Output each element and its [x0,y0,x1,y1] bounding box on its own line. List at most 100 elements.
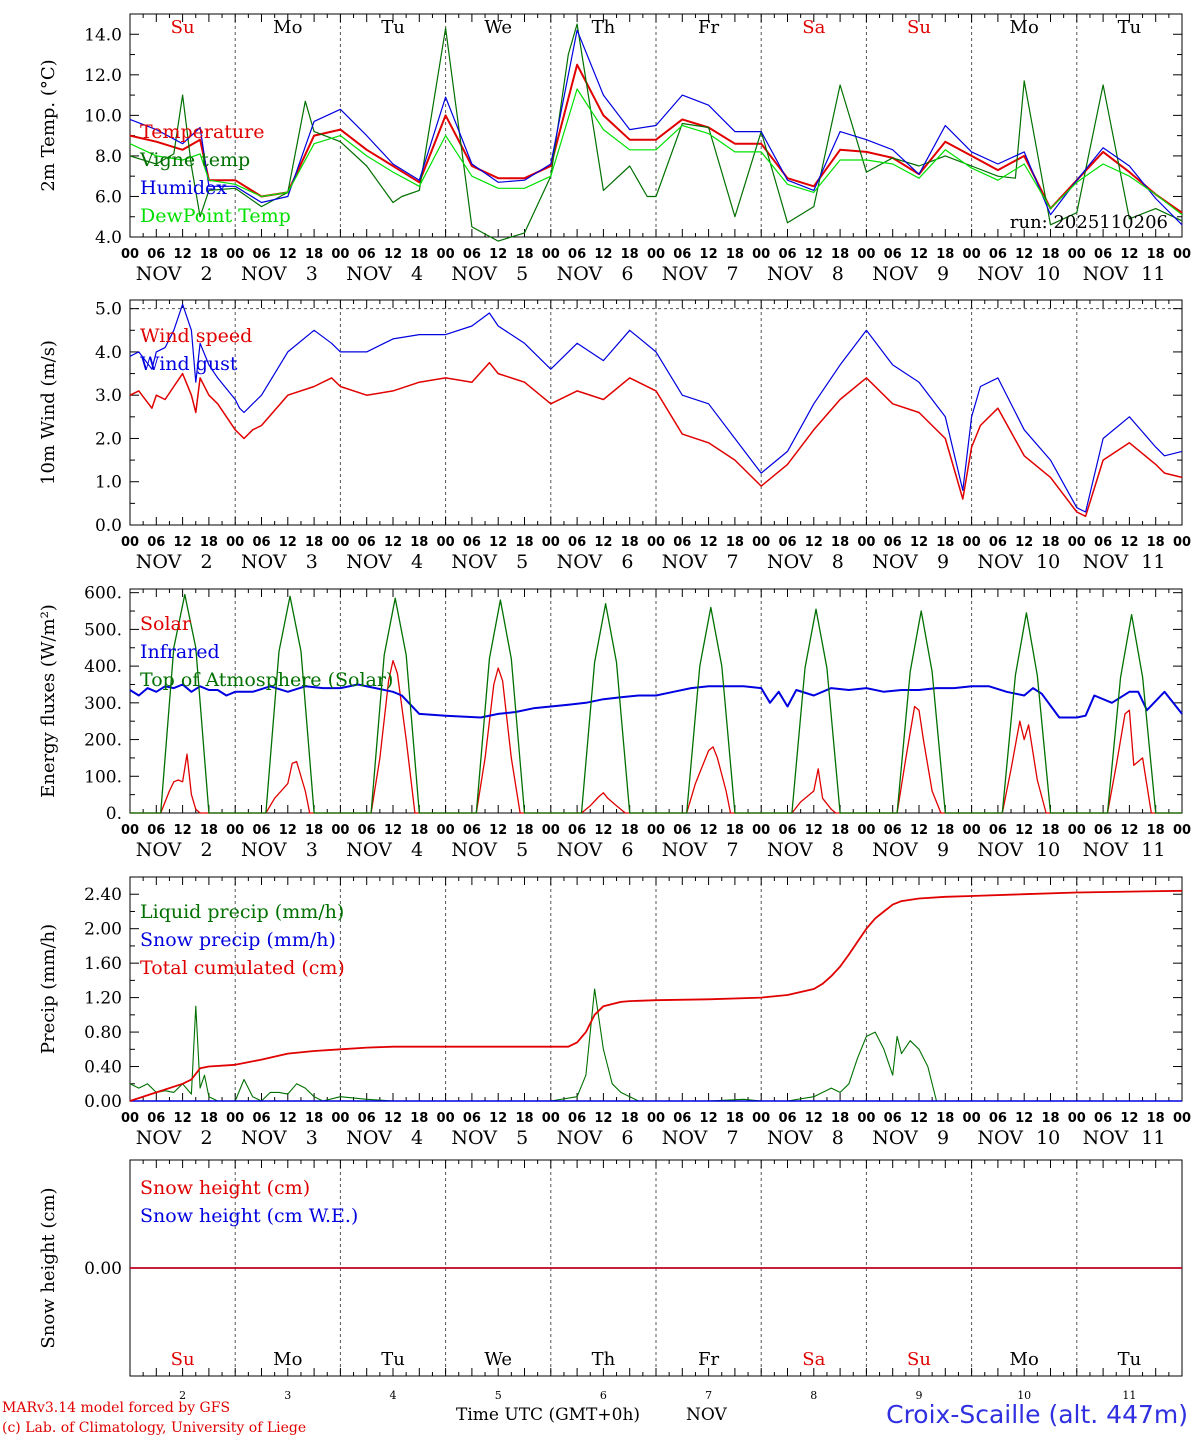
energy-hour-label: 06 [989,823,1007,838]
energy-hour-label: 06 [147,823,165,838]
wind-hour-label: 12 [1120,535,1138,550]
energy-hour-label: 18 [1147,823,1165,838]
precip-hour-label: 00 [647,1111,665,1126]
wind-hour-label: 06 [358,535,376,550]
energy-month-label: NOV [662,839,708,861]
energy-date-label: 8 [832,839,844,861]
wind-hour-label: 12 [805,535,823,550]
energy-series-infrared [129,683,1183,719]
temperature-hour-label: 00 [331,247,349,262]
temperature-hour-label: 18 [621,247,639,262]
precip-date-label: 10 [1036,1127,1060,1149]
temperature-y-tick-label: 4.0 [95,228,122,248]
wind-legend-label: Wind gust [140,353,238,375]
precip-y-tick-label: 2.40 [84,885,122,905]
wind-hour-label: 06 [778,535,796,550]
precip-hour-label: 06 [358,1111,376,1126]
wind-hour-label: 00 [963,535,981,550]
precip-date-label: 9 [937,1127,949,1149]
energy-hour-label: 06 [568,823,586,838]
wind-frame [129,299,1183,526]
wind-hour-label: 00 [1068,535,1086,550]
wind-date-label: 7 [727,551,739,573]
temperature-legend-label: DewPoint Temp [140,205,291,227]
precip-series-total-cumulated-cm- [129,889,1183,1102]
precip-date-label: 11 [1141,1127,1165,1149]
run-label: run: 2025110206 [1010,212,1168,233]
energy-hour-label: 18 [1041,823,1059,838]
energy-hour-label: 06 [252,823,270,838]
precip-hour-label: 00 [121,1111,139,1126]
wind-month-label: NOV [557,551,603,573]
weekday-label: Su [907,17,931,38]
precip-hour-label: 00 [437,1111,455,1126]
wind-month-label: NOV [136,551,182,573]
energy-series-top-of-atmosphere-solar- [130,593,1182,814]
precip-hour-label: 12 [910,1111,928,1126]
energy-hour-label: 12 [384,823,402,838]
wind-hour-label: 06 [673,535,691,550]
day-number-label: 2 [179,1389,186,1402]
temperature-hour-label: 06 [1094,247,1112,262]
wind-date-label: 11 [1141,551,1165,573]
wind-month-label: NOV [451,551,497,573]
weekday-label: Th [592,17,616,38]
precip-y-axis-label: Precip (mm/h) [38,924,59,1054]
lab-credit: (c) Lab. of Climatology, University of L… [2,1420,307,1436]
temperature-month-label: NOV [241,263,287,285]
precip-hour-label: 12 [594,1111,612,1126]
energy-hour-label: 06 [884,823,902,838]
temperature-hour-label: 00 [1068,247,1086,262]
wind-hour-label: 18 [305,535,323,550]
energy-y-tick-label: 500. [84,620,122,640]
energy-legend-label: Solar [140,613,192,635]
weekday-label: Mo [1010,17,1039,38]
energy-date-label: 7 [727,839,739,861]
wind-date-label: 10 [1036,551,1060,573]
footer-month: NOV [686,1405,727,1425]
precip-hour-label: 18 [726,1111,744,1126]
energy-series-solar [130,659,1182,814]
precip-month-label: NOV [346,1127,392,1149]
wind-hour-label: 12 [384,535,402,550]
wind-date-label: 3 [306,551,318,573]
temperature-hour-label: 06 [147,247,165,262]
energy-month-label: NOV [346,839,392,861]
precip-hour-label: 00 [1068,1111,1086,1126]
energy-hour-label: 06 [778,823,796,838]
precip-hour-label: 18 [200,1111,218,1126]
energy-hour-label: 12 [279,823,297,838]
temperature-hour-label: 12 [174,247,192,262]
energy-hour-label: 00 [121,823,139,838]
precip-hour-label: 12 [279,1111,297,1126]
precip-hour-label-final: 00 [1173,1111,1191,1126]
weekday-label-bottom: Th [592,1349,616,1370]
day-number-label: 5 [495,1389,502,1402]
precip-legend-label: Liquid precip (mm/h) [140,901,344,923]
temperature-month-label: NOV [977,263,1023,285]
temperature-series-humidex [129,29,1183,226]
energy-hour-label: 00 [963,823,981,838]
precip-month-label: NOV [767,1127,813,1149]
energy-month-label: NOV [872,839,918,861]
precip-hour-label: 18 [515,1111,533,1126]
temperature-month-label: NOV [662,263,708,285]
precip-hour-label: 12 [489,1111,507,1126]
weekday-label-bottom: Su [171,1349,195,1370]
wind-month-label: NOV [977,551,1023,573]
weekday-label: We [484,17,512,38]
energy-hour-label: 00 [752,823,770,838]
wind-hour-label-final: 00 [1173,535,1191,550]
energy-hour-label: 00 [226,823,244,838]
temperature-hour-label: 18 [515,247,533,262]
temperature-y-axis-label: 2m Temp. (°C) [38,59,59,191]
energy-hour-label: 18 [936,823,954,838]
energy-hour-label: 18 [305,823,323,838]
weekday-label-bottom: Tu [1118,1349,1142,1370]
wind-hour-label: 12 [174,535,192,550]
energy-month-label: NOV [451,839,497,861]
wind-month-label: NOV [767,551,813,573]
temperature-y-tick-label: 8.0 [95,147,122,167]
precip-y-tick-label: 1.60 [84,954,122,974]
temperature-month-label: NOV [557,263,603,285]
